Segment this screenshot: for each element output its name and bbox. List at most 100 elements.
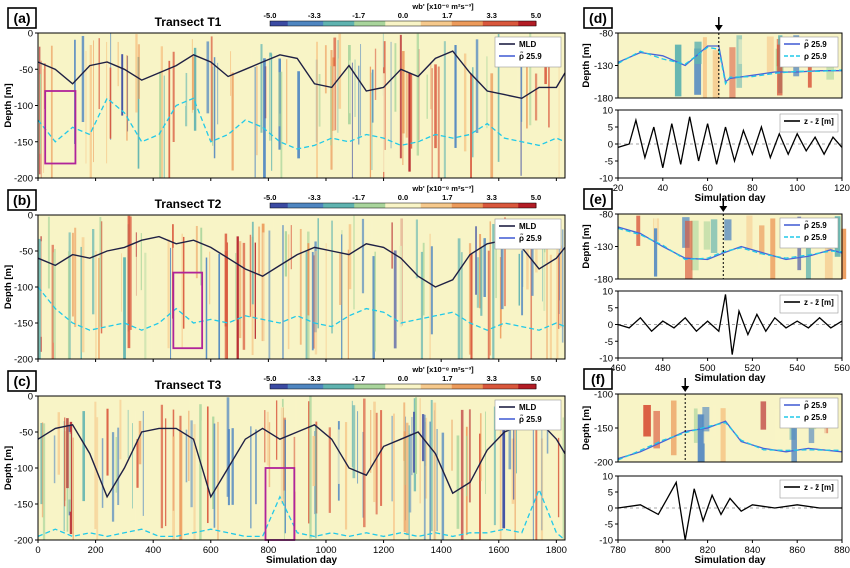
colorbar-segment [451,384,457,389]
heatmap-cell [42,69,45,173]
heatmap-cell [558,253,560,329]
colorbar-segment [309,384,315,389]
heatmap-cell [770,218,776,279]
heatmap-cell [415,219,418,279]
heatmap-cell [231,428,234,505]
colorbar-segment [460,21,466,26]
heatmap-cell [121,54,124,116]
heatmap-cell [299,228,302,345]
heatmap-cell [40,423,43,505]
heatmap-cell [674,44,682,97]
heatmap-cell [405,422,409,536]
heatmap-cell [39,74,42,154]
heatmap-cell [72,232,74,317]
heatmap-cell [370,409,372,473]
heatmap-cell [236,236,239,359]
colorbar-segment [496,203,502,208]
y-tick-label: -10 [599,174,613,185]
colorbar-segment [327,21,333,26]
x-tick-label: 800 [260,545,276,556]
colorbar-segment [487,203,493,208]
heatmap-cell [557,437,560,518]
heatmap-cell [457,238,461,359]
heatmap-cell [193,424,196,540]
x-tick-label: 20 [613,183,624,194]
colorbar-segment [336,21,342,26]
heatmap-cell [489,221,492,356]
colorbar: -5.0 -3.3 -1.7 0.0 1.7 3.3 5.0 wb' [x10⁻⁸ m²s⁻³… [264,184,541,209]
colorbar-tick-label: 1.7 [442,193,452,202]
heatmap-cell [142,410,144,516]
colorbar-segment [473,203,479,208]
heatmap-cell [354,59,356,117]
heatmap-cell [419,398,421,504]
colorbar-segment [292,384,298,389]
heatmap-cell [66,418,69,489]
legend-label: ρ̃ 25.9 [519,234,542,243]
heatmap-cell [476,257,480,308]
heatmap-cell [436,428,438,532]
heatmap-cell [192,56,195,110]
colorbar-segment [309,203,315,208]
legend-box [494,36,562,68]
heatmap-cell [375,412,378,515]
colorbar-segment [309,21,315,26]
colorbar-segment [527,384,533,389]
x-tick-label: 820 [700,545,716,556]
heatmap-cell [117,427,120,506]
heatmap-cell [206,406,209,524]
colorbar-segment [358,203,364,208]
heatmap-cell [319,237,321,359]
x-tick-label: 500 [700,363,716,374]
colorbar-segment [407,384,413,389]
colorbar-segment [531,384,537,389]
heatmap-cell [305,251,308,359]
heatmap-cell [263,58,266,179]
colorbar-segment [358,21,364,26]
heatmap-cell [526,226,529,290]
heatmap-cell [516,404,517,474]
heatmap-cell [643,404,651,437]
heatmap-cell [404,438,406,485]
heatmap-cell [434,64,437,149]
heatmap-cell [429,421,431,540]
heatmap-cell [415,397,418,474]
colorbar-segment [425,203,431,208]
series-line-isopycnal [617,227,843,261]
colorbar-segment [270,384,275,389]
heatmap-cell [502,415,506,529]
heatmap-cell [530,235,533,359]
heatmap-cell [201,420,205,540]
x-axis-label: Simulation day [694,193,766,204]
heatmap-cell [426,74,428,119]
colorbar-label: wb' [x10⁻⁸ m²s⁻³] [411,184,474,193]
heatmap-cell [205,257,208,359]
heatmap-cell [53,248,56,359]
heatmap-cell [328,427,331,513]
legend-label: ρ 25.9 [804,233,827,242]
heatmap-cell [51,244,54,359]
heatmap-cell [351,400,353,468]
panel-label: (c) [13,373,30,389]
colorbar-segment [363,203,369,208]
colorbar-segment [482,21,488,26]
event-arrow-head [681,386,690,392]
colorbar-segment [509,384,515,389]
heatmap-cell [437,66,440,178]
x-tick-label: 1800 [546,545,567,556]
heatmap-cell [431,68,433,178]
heatmap-cell [170,247,172,359]
heatmap-cell [212,66,214,146]
legend-label: MLD [519,403,537,412]
y-tick-label: -50 [19,428,33,439]
colorbar-segment [407,203,413,208]
colorbar-segment [504,21,510,26]
colorbar-segment [456,384,462,389]
heatmap-cell [316,41,318,178]
colorbar-segment [504,203,510,208]
colorbar-segment [389,384,395,389]
heatmap-cell [269,56,272,178]
y-tick-label: -130 [594,242,613,253]
x-tick-label: 520 [744,363,760,374]
